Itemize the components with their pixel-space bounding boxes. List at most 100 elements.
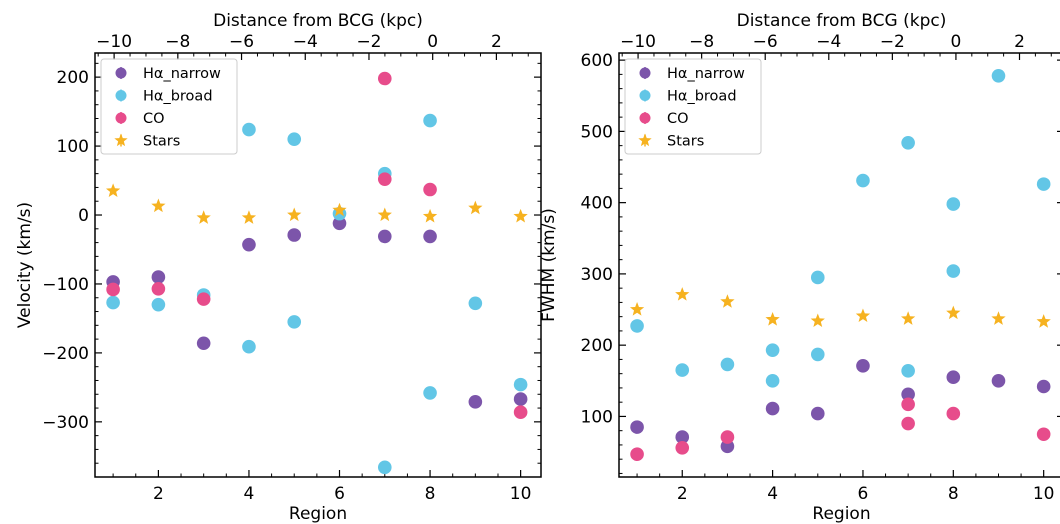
x-tick-label: 4 xyxy=(767,484,778,504)
data-point xyxy=(151,297,166,312)
fwhm-panel: FWHM (km/s) Region Distance from BCG (kp… xyxy=(539,11,1060,524)
legend-marker xyxy=(639,112,651,124)
data-point xyxy=(901,135,915,150)
data-point xyxy=(423,386,437,400)
data-point xyxy=(242,339,256,354)
data-point xyxy=(468,296,483,311)
data-point xyxy=(423,182,437,197)
velocity-top-axis-label: Distance from BCG (kpc) xyxy=(213,11,423,31)
data-point xyxy=(765,343,780,357)
series-co xyxy=(106,71,528,419)
data-point-star xyxy=(810,313,825,328)
legend-marker xyxy=(115,90,127,101)
data-point xyxy=(242,122,256,137)
data-point xyxy=(423,113,437,128)
top-tick-label: −6 xyxy=(229,32,254,52)
data-point xyxy=(991,373,1006,388)
data-point-star xyxy=(332,202,347,217)
legend-label: Hα_narrow xyxy=(667,66,745,82)
data-point xyxy=(377,71,392,86)
data-point xyxy=(630,319,644,333)
x-tick-label: 2 xyxy=(677,484,688,504)
data-point xyxy=(513,377,528,392)
top-tick-label: −2 xyxy=(880,32,905,52)
data-point-star xyxy=(855,308,871,323)
x-tick-label: 8 xyxy=(425,484,436,504)
data-point xyxy=(287,228,302,242)
data-point xyxy=(423,229,437,244)
legend-label: Stars xyxy=(143,134,180,150)
data-point-star xyxy=(196,210,211,224)
x-tick-label: 10 xyxy=(510,484,532,504)
data-point xyxy=(856,173,870,188)
data-point xyxy=(991,69,1006,83)
legend-marker xyxy=(639,90,651,101)
y-tick-label: 400 xyxy=(581,194,613,214)
data-point-star xyxy=(287,207,302,222)
data-point xyxy=(242,237,256,252)
legend-label: Stars xyxy=(667,134,704,150)
data-point-star xyxy=(468,200,483,215)
y-tick-label: 500 xyxy=(581,122,613,142)
velocity-x-axis-label: Region xyxy=(289,504,347,524)
legend-marker xyxy=(115,112,127,124)
data-point xyxy=(810,406,825,421)
data-point-star xyxy=(513,208,528,223)
y-tick-label: −100 xyxy=(42,275,89,295)
series-co xyxy=(630,397,1051,461)
plot-frame xyxy=(618,52,1060,478)
data-point xyxy=(1036,427,1051,442)
y-tick-label: 200 xyxy=(57,68,89,88)
legend-box xyxy=(100,58,238,155)
data-point-star xyxy=(765,312,780,326)
data-point-star xyxy=(675,287,690,301)
data-point xyxy=(332,216,347,231)
data-point xyxy=(377,229,392,244)
series-h-narrow xyxy=(630,359,1051,454)
legend-label: Hα_broad xyxy=(667,89,737,105)
y-tick-label: 200 xyxy=(581,336,613,356)
y-tick-label: 0 xyxy=(78,206,89,226)
data-point xyxy=(765,401,780,416)
series-h-narrow xyxy=(106,216,528,409)
y-tick-label: 100 xyxy=(57,137,89,157)
data-point xyxy=(106,295,120,310)
data-point xyxy=(377,172,392,186)
y-tick-label: 100 xyxy=(581,407,613,427)
data-point xyxy=(810,347,825,362)
data-point xyxy=(1036,177,1051,191)
data-point xyxy=(720,430,735,444)
top-tick-label: −10 xyxy=(620,32,656,52)
series-stars xyxy=(105,183,528,224)
top-tick-label: 2 xyxy=(1014,32,1025,52)
data-point-star xyxy=(241,210,257,224)
data-point xyxy=(287,315,302,329)
top-tick-label: −4 xyxy=(293,32,318,52)
x-tick-label: 10 xyxy=(1033,484,1055,504)
series-h-broad xyxy=(630,69,1051,388)
data-point xyxy=(856,359,870,373)
data-point xyxy=(106,282,120,297)
data-point xyxy=(1036,379,1051,394)
data-point-star xyxy=(105,183,121,197)
x-tick-label: 6 xyxy=(334,484,345,504)
x-tick-label: 6 xyxy=(858,484,869,504)
series-stars xyxy=(629,287,1051,328)
data-point xyxy=(151,270,166,284)
data-point-star xyxy=(377,207,392,222)
y-tick-label: 600 xyxy=(581,51,613,71)
y-tick-label: −300 xyxy=(42,413,89,433)
fwhm-top-axis-label: Distance from BCG (kpc) xyxy=(737,11,947,31)
legend: Hα_narrow Hα_broad CO Stars xyxy=(624,58,762,155)
data-point-star xyxy=(629,302,645,316)
data-point xyxy=(901,387,915,402)
x-tick-label: 4 xyxy=(244,484,255,504)
top-tick-label: −6 xyxy=(753,32,778,52)
top-tick-label: −4 xyxy=(816,32,841,52)
velocity-panel: Velocity (km/s) Region Distance from BCG… xyxy=(15,11,542,524)
legend-label: Hα_broad xyxy=(143,89,213,105)
legend: Hα_narrow Hα_broad CO Stars xyxy=(100,58,238,155)
legend-label: Hα_narrow xyxy=(143,66,221,82)
data-point xyxy=(675,363,690,377)
